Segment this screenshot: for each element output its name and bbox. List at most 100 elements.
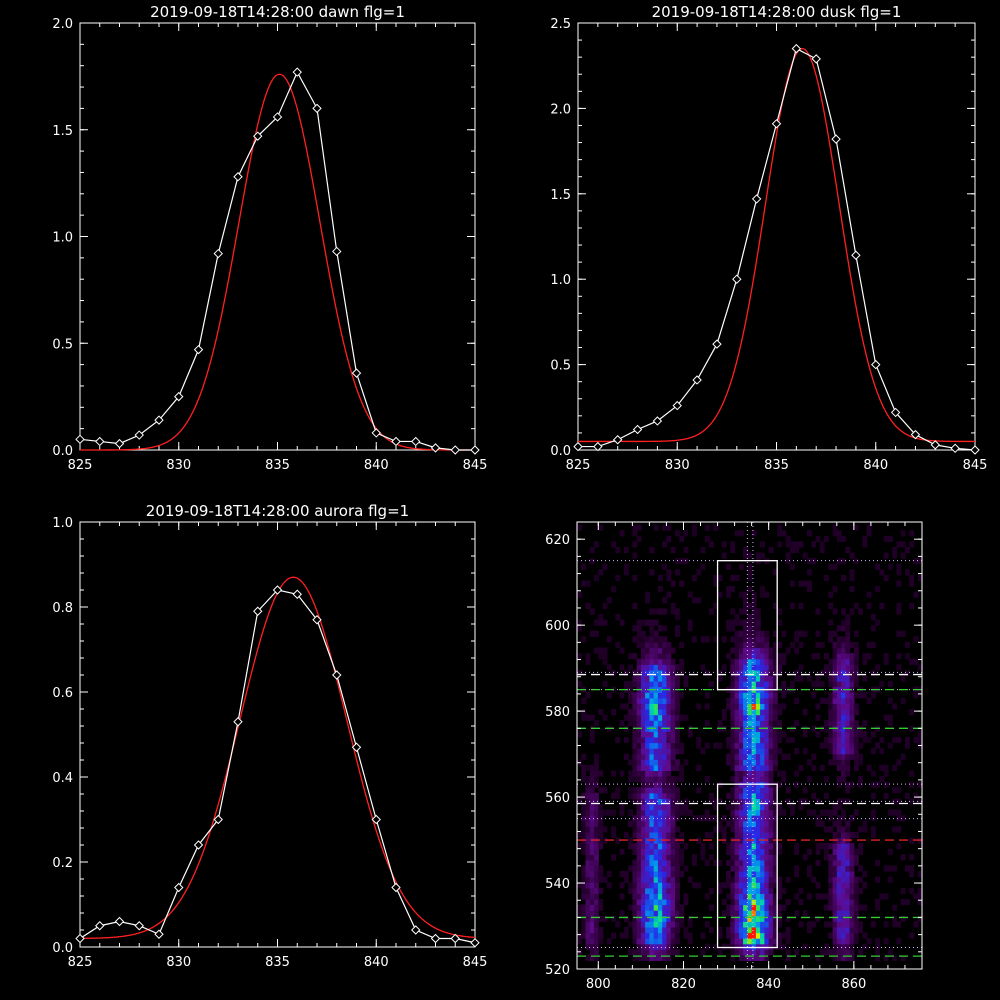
heatmap-cell (734, 871, 740, 878)
heatmap-cell (602, 647, 608, 654)
heatmap-cell (645, 764, 650, 771)
heatmap-cell (632, 831, 638, 839)
heatmap-cell (862, 882, 868, 889)
heatmap-cell (709, 854, 714, 861)
heatmap-cell (743, 859, 748, 866)
heatmap-cell (747, 921, 753, 928)
heatmap-cell (675, 530, 680, 537)
heatmap-cell (845, 854, 851, 861)
heatmap-cell (670, 887, 676, 894)
heatmap-cell (649, 692, 655, 699)
heatmap-cell (581, 904, 587, 911)
heatmap-cell (628, 882, 633, 889)
heatmap-cell (772, 882, 778, 889)
heatmap-cell (819, 681, 825, 688)
heatmap-cell (836, 736, 842, 744)
heatmap-cell (662, 921, 668, 928)
heatmap-cell (743, 926, 748, 934)
heatmap-cell (589, 859, 595, 866)
heatmap-cell (849, 742, 855, 749)
heatmap-cell (841, 736, 846, 744)
data-point (692, 375, 702, 385)
heatmap-cell (892, 764, 898, 771)
heatmap-cell (657, 641, 663, 649)
heatmap-cell (704, 742, 710, 749)
heatmap-cell (815, 653, 821, 660)
heatmap-cell (764, 653, 770, 660)
heatmap-cell (760, 882, 765, 889)
heatmap-cell (841, 854, 846, 861)
heatmap-cell (845, 848, 851, 855)
heatmap-cell (738, 630, 744, 637)
heatmap-cell (649, 893, 655, 900)
heatmap-cell (777, 910, 783, 917)
heatmap-cell (666, 792, 672, 799)
heatmap-cell (832, 809, 838, 816)
line-chart-panel-0: 825 830 835 840 8450.00.51.01.52.02019-09-18… (52, 3, 487, 473)
heatmap-cell (832, 697, 838, 704)
y-tick-label: 0.0 (52, 941, 73, 956)
heatmap-cell (743, 625, 748, 632)
data-point (332, 670, 342, 680)
heatmap-cell (832, 887, 838, 894)
heatmap-cell (760, 954, 765, 961)
heatmap-cell (755, 770, 761, 777)
heatmap-cell (760, 770, 765, 777)
heatmap-cell (700, 563, 706, 570)
heatmap-cell (632, 675, 638, 682)
heatmap-cell (849, 731, 855, 738)
heatmap-cell (632, 787, 638, 794)
heatmap-cell (713, 580, 719, 587)
heatmap-cell (755, 748, 761, 755)
heatmap-cell (768, 898, 774, 906)
heatmap-cell (785, 898, 791, 906)
heatmap-cell (675, 759, 680, 766)
heatmap-cell (675, 608, 680, 615)
heatmap-cell (649, 798, 655, 805)
heatmap-cell (675, 887, 680, 894)
heatmap-cell (755, 865, 761, 872)
heatmap-cell (726, 742, 731, 749)
heatmap-cell (896, 630, 902, 637)
heatmap-cell (785, 558, 791, 565)
heatmap-cell (879, 681, 885, 688)
heatmap-cell (772, 859, 778, 866)
heatmap-cell (896, 602, 902, 609)
heatmap-cell (640, 792, 646, 799)
heatmap-cell (628, 776, 633, 783)
heatmap-cell (713, 574, 719, 582)
heatmap-cell (755, 669, 761, 677)
heatmap-cell (636, 714, 642, 721)
heatmap-cell (657, 887, 663, 894)
heatmap-cell (619, 848, 625, 855)
heatmap-cell (751, 865, 757, 872)
heatmap-cell (657, 792, 663, 799)
heatmap-cell (743, 619, 748, 626)
heatmap-cell (832, 658, 838, 665)
heatmap-cell (772, 938, 778, 945)
heatmap-cell (666, 882, 672, 889)
heatmap-cell (594, 647, 599, 654)
heatmap-cell (875, 781, 880, 788)
heatmap-cell (764, 792, 770, 799)
heatmap-cell (772, 787, 778, 794)
heatmap-cell (636, 709, 642, 716)
heatmap-cell (649, 658, 655, 665)
heatmap-cell (738, 591, 744, 598)
heatmap-cell (836, 731, 842, 738)
heatmap-cell (862, 820, 868, 827)
heatmap-cell (726, 910, 731, 917)
heatmap-cell (849, 954, 855, 961)
heatmap-cell (738, 753, 744, 760)
heatmap-cell (824, 893, 829, 900)
heatmap-cell (755, 848, 761, 855)
heatmap-cell (815, 535, 821, 542)
heatmap-cell (602, 809, 608, 816)
heatmap-cell (836, 831, 842, 839)
heatmap-cell (896, 938, 902, 945)
heatmap-cell (692, 574, 697, 582)
heatmap-cell (666, 781, 672, 788)
heatmap-cell (675, 709, 680, 716)
heatmap-cell (849, 926, 855, 934)
heatmap-cell (585, 843, 591, 850)
